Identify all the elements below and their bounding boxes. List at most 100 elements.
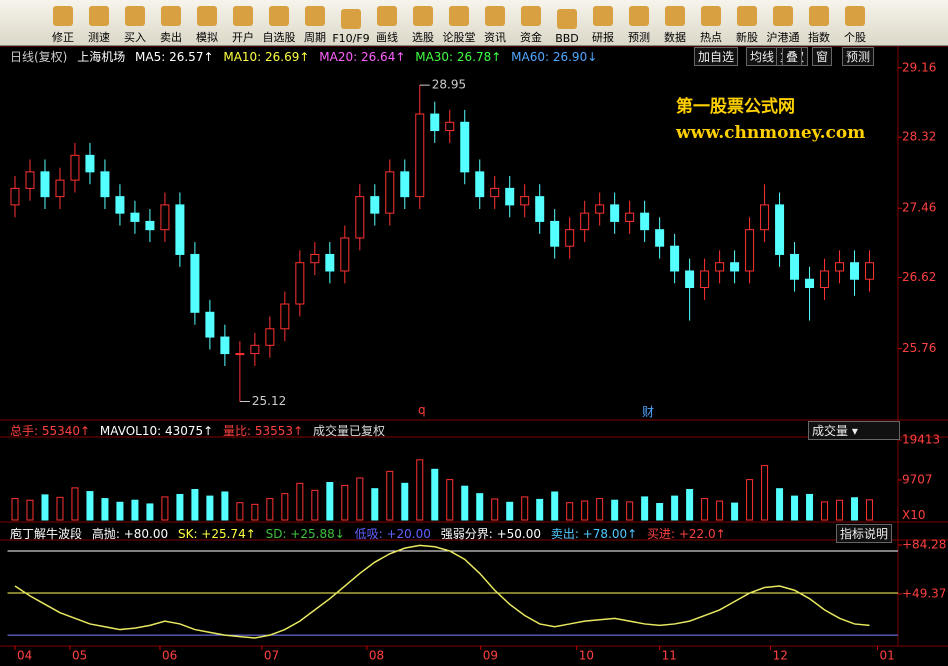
volume-bar — [281, 493, 289, 521]
candle-body — [205, 311, 215, 338]
candle-body — [250, 344, 260, 355]
panel-button[interactable]: 预测 — [842, 47, 875, 66]
x-tick-label: 12 — [773, 649, 788, 663]
button-label: 论股堂 — [442, 31, 476, 44]
candle-body — [130, 212, 140, 222]
toolbar-button[interactable]: 新股 — [730, 1, 764, 45]
volume-bar — [746, 479, 754, 521]
panel-button[interactable]: 叠 — [782, 47, 803, 66]
icon — [233, 6, 253, 26]
high-label: 28.95 — [432, 78, 466, 92]
button-label: 开户 — [232, 31, 254, 44]
toolbar-button[interactable]: F10/F9 — [332, 1, 370, 45]
ma-label: MA60: 26.90↓ — [511, 50, 598, 64]
toolbar-button[interactable]: 周期 — [298, 1, 332, 45]
candle-body — [835, 262, 845, 272]
candle-body — [415, 113, 425, 198]
toolbar-button[interactable]: 个股 — [838, 1, 872, 45]
icon — [521, 6, 541, 26]
marker: q — [418, 403, 426, 417]
icon — [809, 6, 829, 26]
candle-body — [505, 187, 515, 206]
candle-body — [295, 262, 305, 305]
button-label: 测速 — [88, 31, 110, 44]
icon — [413, 6, 433, 26]
toolbar-button[interactable]: 卖出 — [154, 1, 188, 45]
button-label: 个股 — [844, 31, 866, 44]
volume-bar — [806, 493, 814, 521]
y-tick-label: 28.32 — [902, 130, 936, 144]
indicator-select[interactable]: 成交量 ▾ — [808, 421, 900, 440]
toolbar-button[interactable]: BBD — [550, 1, 584, 45]
candle-body — [265, 328, 275, 346]
toolbar-button[interactable]: 预测 — [622, 1, 656, 45]
volume-bar — [566, 502, 574, 521]
icon — [197, 6, 217, 26]
toolbar-button[interactable]: 选股 — [406, 1, 440, 45]
volume-bar — [161, 496, 169, 521]
volume-bar — [431, 468, 439, 521]
icon — [89, 6, 109, 26]
toolbar-button[interactable]: 画线 — [370, 1, 404, 45]
panel-button[interactable]: 均线 — [746, 47, 779, 66]
x-tick-label: 10 — [579, 649, 594, 663]
button-label: 买入 — [124, 31, 146, 44]
help-button[interactable]: 指标说明 — [836, 524, 893, 543]
toolbar-button[interactable]: 资金 — [514, 1, 548, 45]
candle-body — [220, 336, 230, 355]
toolbar-button[interactable]: 资讯 — [478, 1, 512, 45]
candle-body — [10, 187, 20, 206]
candle-body — [490, 187, 500, 198]
select-label: 成交量 — [812, 424, 849, 438]
toolbar-button[interactable]: 买入 — [118, 1, 152, 45]
toolbar-button[interactable]: 热点 — [694, 1, 728, 45]
volume-bar — [341, 484, 349, 521]
button-label: 选股 — [412, 31, 434, 44]
candle-body — [655, 229, 665, 247]
candle-body — [775, 204, 785, 255]
volume-bar — [371, 488, 379, 521]
toolbar-button[interactable]: 数据 — [658, 1, 692, 45]
watermark-url: www.chnmoney.com — [676, 123, 866, 143]
volume-bar — [686, 489, 694, 521]
indicator-line — [14, 544, 870, 639]
ma-label: MA5: 26.57↑ — [135, 50, 214, 64]
y-tick-label: 9707 — [902, 473, 933, 487]
toolbar-button[interactable]: 指数 — [802, 1, 836, 45]
candle-body — [370, 196, 380, 214]
indicator-header: 庖丁解牛波段 高抛: +80.00 SK: +25.74↑ SD: +25.88… — [10, 525, 732, 542]
toolbar-button[interactable]: 沪港通 — [766, 1, 800, 45]
panel-button[interactable]: 窗 — [812, 47, 833, 66]
button-label: F10/F9 — [332, 32, 370, 45]
volume-bar — [551, 491, 559, 521]
toolbar-button[interactable]: 修正 — [46, 1, 80, 45]
volume-bar — [251, 503, 259, 521]
volume-bar — [71, 487, 79, 521]
toolbar-button[interactable]: 测速 — [82, 1, 116, 45]
volume-bar — [521, 496, 529, 521]
candle-body — [670, 245, 680, 272]
button-label: 研报 — [592, 31, 614, 44]
candle-body — [475, 171, 485, 198]
volume-bar — [41, 494, 49, 521]
indicator-stat: SD: +25.88↓ — [265, 527, 345, 541]
candle-body — [820, 270, 830, 288]
toolbar-button[interactable]: 论股堂 — [442, 1, 476, 45]
toolbar-button[interactable]: 模拟 — [190, 1, 224, 45]
y-tick-label: 29.16 — [902, 60, 936, 74]
candle-body — [640, 212, 650, 231]
candle-body — [715, 262, 725, 272]
volume-bar — [11, 498, 19, 521]
volume-bar — [476, 493, 484, 521]
y-tick-label: 26.62 — [902, 270, 936, 284]
volume-bar — [671, 495, 679, 521]
toolbar-button[interactable]: 研报 — [586, 1, 620, 45]
volume-bar — [221, 491, 229, 521]
toolbar-button[interactable]: 开户 — [226, 1, 260, 45]
button-label: 预测 — [628, 31, 650, 44]
panel-button[interactable]: 加自选 — [694, 47, 739, 66]
toolbar-button[interactable]: 自选股 — [262, 1, 296, 45]
indicator-title: 庖丁解牛波段 — [10, 527, 83, 541]
volume-bar — [641, 496, 649, 521]
